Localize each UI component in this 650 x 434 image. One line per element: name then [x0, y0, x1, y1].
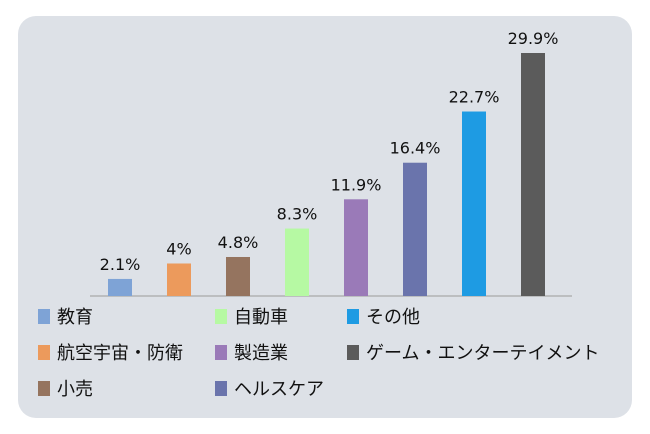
bar-4 — [285, 228, 309, 296]
data-label-5: 11.9% — [331, 175, 382, 194]
legend-label: 自動車 — [234, 307, 288, 328]
legend-label: ゲーム・エンターテイメント — [366, 343, 599, 364]
legend-item-3: 小売 — [38, 379, 93, 400]
bar-6 — [403, 162, 427, 296]
data-label-4: 8.3% — [277, 205, 318, 224]
legend-swatch — [215, 345, 227, 360]
legend-swatch — [215, 381, 227, 396]
bar-3 — [226, 256, 250, 296]
legend-label: 製造業 — [234, 343, 288, 364]
legend-item-6: ヘルスケア — [215, 379, 324, 400]
legend-label: ヘルスケア — [234, 379, 324, 400]
legend-label: 教育 — [57, 307, 93, 328]
legend-label: 航空宇宙・防衛 — [57, 343, 183, 364]
legend-swatch — [38, 381, 50, 396]
bar-7 — [462, 111, 486, 297]
legend-item-7: その他 — [347, 307, 420, 328]
legend-item-2: 航空宇宙・防衛 — [38, 343, 183, 364]
legend-item-1: 教育 — [38, 307, 93, 328]
legend-label: その他 — [366, 307, 420, 328]
legend-swatch — [38, 309, 50, 324]
legend-label: 小売 — [57, 379, 93, 400]
legend-item-4: 自動車 — [215, 307, 288, 328]
legend-swatch — [347, 345, 359, 360]
legend-swatch — [38, 345, 50, 360]
bar-5 — [344, 199, 368, 296]
data-label-3: 4.8% — [218, 233, 259, 252]
bar-1 — [108, 278, 132, 296]
bar-2 — [167, 263, 191, 296]
legend-swatch — [215, 309, 227, 324]
data-label-6: 16.4% — [390, 139, 441, 158]
data-label-7: 22.7% — [449, 88, 500, 107]
legend-item-8: ゲーム・エンターテイメント — [347, 343, 599, 364]
bar-8 — [521, 53, 545, 296]
data-label-2: 4% — [166, 239, 191, 258]
legend-item-5: 製造業 — [215, 343, 288, 364]
data-label-1: 2.1% — [100, 255, 141, 274]
legend-swatch — [347, 309, 359, 324]
data-label-8: 29.9% — [508, 29, 559, 48]
